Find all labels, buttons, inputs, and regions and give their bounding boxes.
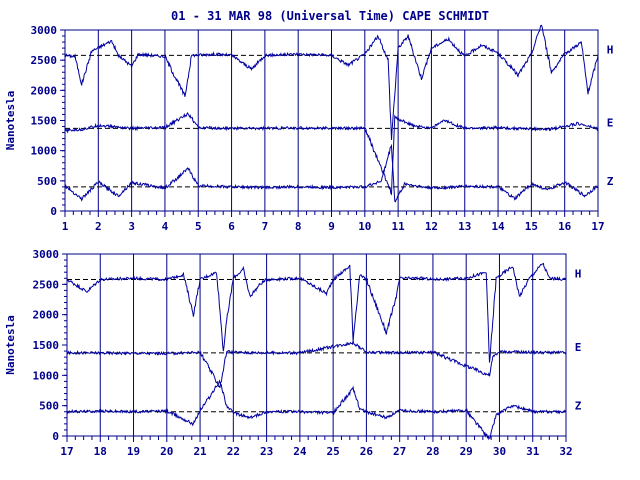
series-label-e: E	[575, 341, 582, 354]
series-e-line	[64, 112, 599, 196]
x-tick-label: 7	[262, 220, 269, 233]
panel-top: 1 2 3 4 5 6 7 8 9 10 11 12 13 14 15 16 17050010001500200…	[4, 24, 614, 233]
x-tick-label: 9	[328, 220, 335, 233]
x-tick-label: 31	[526, 445, 540, 458]
series-e-line	[67, 339, 567, 388]
series-label-e: E	[607, 116, 614, 129]
x-tick-label: 24	[293, 445, 307, 458]
panel-bottom: 17 18 19 20 21 22 23 24 25 26 27 28 29 30 31 32 0 500 1000…	[4, 248, 582, 458]
x-tick-label: 29	[460, 445, 473, 458]
x-tick-label: 12	[425, 220, 438, 233]
y-tick-label: 1500	[33, 339, 60, 352]
y-axis-label: Nanotesla	[4, 315, 17, 375]
x-tick-label: 2	[95, 220, 102, 233]
x-tick-label: 1	[62, 220, 69, 233]
y-tick-label: 1000	[33, 369, 60, 382]
x-tick-label: 25	[327, 445, 340, 458]
x-tick-label: 32	[559, 445, 572, 458]
x-tick-label: 5	[195, 220, 202, 233]
series-label-h: H	[575, 267, 582, 280]
y-tick-label: 1000	[31, 145, 58, 158]
x-tick-label: 13	[458, 220, 471, 233]
y-tick-label: 2000	[33, 309, 60, 322]
x-tick-label: 17	[60, 445, 73, 458]
x-tick-label: 26	[360, 445, 374, 458]
y-tick-label: 3000	[33, 248, 60, 261]
x-tick-label: 4	[162, 220, 169, 233]
y-tick-label: 1500	[31, 115, 58, 128]
y-tick-label: 2500	[31, 54, 58, 67]
x-tick-label: 18	[94, 445, 107, 458]
x-tick-label: 21	[193, 445, 207, 458]
series-z-line	[66, 379, 567, 441]
x-tick-label: 19	[127, 445, 140, 458]
y-tick-label: 0	[50, 205, 57, 218]
y-tick-label: 2500	[33, 278, 60, 291]
series-label-z: Z	[575, 400, 582, 413]
series-h-line	[64, 24, 599, 141]
x-tick-label: 17	[591, 220, 604, 233]
series-z-line	[64, 143, 599, 203]
x-tick-label: 16	[558, 220, 572, 233]
x-tick-label: 28	[426, 445, 439, 458]
x-tick-label: 15	[525, 220, 538, 233]
x-tick-label: 8	[295, 220, 302, 233]
y-tick-label: 2000	[31, 84, 58, 97]
x-tick-label: 14	[491, 220, 505, 233]
x-tick-label: 23	[260, 445, 273, 458]
y-tick-label: 500	[39, 400, 59, 413]
x-tick-label: 27	[393, 445, 406, 458]
y-tick-label: 0	[52, 430, 59, 443]
x-tick-label: 10	[358, 220, 371, 233]
series-h-line	[66, 262, 567, 363]
chart-title: 01 - 31 MAR 98 (Universal Time) CAPE SCH…	[171, 9, 489, 23]
y-axis-label: Nanotesla	[4, 91, 17, 151]
y-tick-label: 500	[37, 175, 57, 188]
series-label-h: H	[607, 43, 614, 56]
x-tick-label: 20	[160, 445, 173, 458]
x-tick-label: 30	[493, 445, 506, 458]
y-tick-label: 3000	[31, 24, 58, 37]
x-tick-label: 6	[228, 220, 235, 233]
x-tick-label: 11	[392, 220, 406, 233]
series-label-z: Z	[607, 175, 614, 188]
x-tick-label: 22	[227, 445, 240, 458]
x-tick-label: 3	[128, 220, 135, 233]
